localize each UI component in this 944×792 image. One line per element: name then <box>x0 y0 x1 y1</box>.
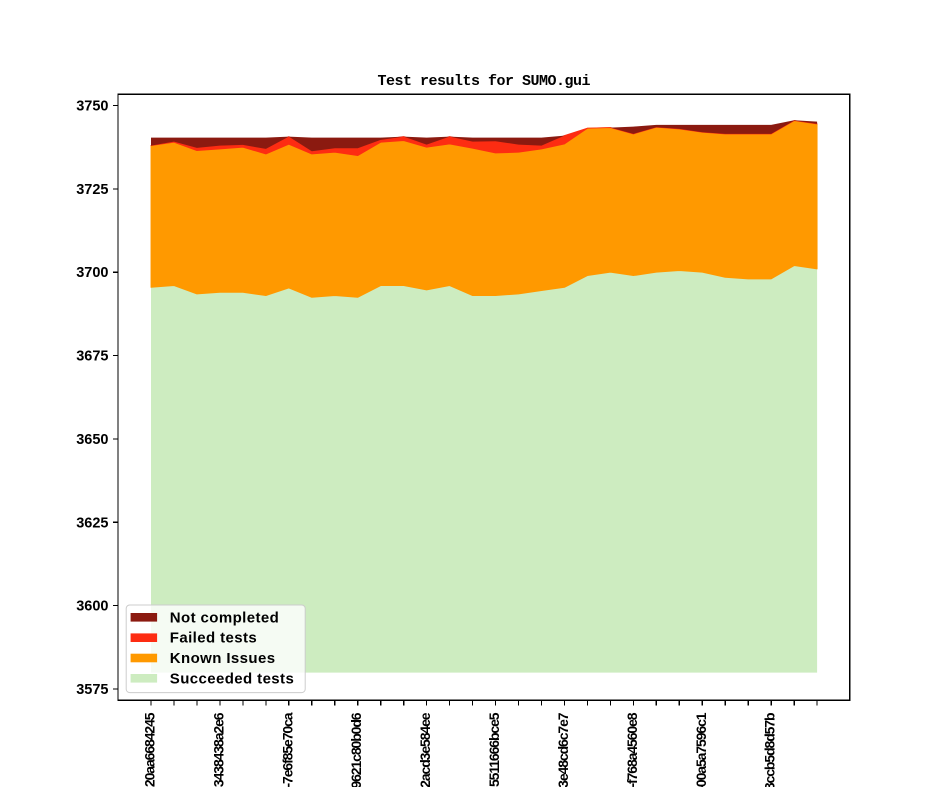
svg-text:3675: 3675 <box>76 349 108 365</box>
svg-text:3700: 3700 <box>76 265 108 281</box>
svg-text:3650: 3650 <box>76 432 108 448</box>
svg-text:-00a5a7596c1: -00a5a7596c1 <box>693 712 709 787</box>
svg-text:3750: 3750 <box>76 99 108 115</box>
svg-text:3438438a2e6: 3438438a2e6 <box>210 712 226 787</box>
svg-text:-3e48cd6c7e7: -3e48cd6c7e7 <box>555 712 571 787</box>
svg-text:3575: 3575 <box>76 682 108 698</box>
svg-text:3625: 3625 <box>76 515 108 531</box>
svg-text:Not completed: Not completed <box>170 609 279 626</box>
svg-text:Test results for SUMO.gui: Test results for SUMO.gui <box>378 73 591 90</box>
svg-text:20aa6684245: 20aa6684245 <box>142 712 158 787</box>
svg-text:Known Issues: Known Issues <box>170 650 276 667</box>
svg-text:Failed tests: Failed tests <box>170 630 257 647</box>
svg-text:-7e6f85e70ca: -7e6f85e70ca <box>279 712 295 787</box>
svg-text:3725: 3725 <box>76 182 108 198</box>
svg-text:Succeeded tests: Succeeded tests <box>170 670 294 687</box>
svg-text:9621c80b0d6: 9621c80b0d6 <box>348 712 364 787</box>
svg-text:5511666bce5: 5511666bce5 <box>486 712 502 787</box>
svg-text:3ccb5d8d57b: 3ccb5d8d57b <box>762 713 778 787</box>
svg-text:2acd3e584ee: 2acd3e584ee <box>417 712 433 787</box>
svg-text:3600: 3600 <box>76 599 108 615</box>
svg-text:-f768a4560e8: -f768a4560e8 <box>624 712 640 787</box>
